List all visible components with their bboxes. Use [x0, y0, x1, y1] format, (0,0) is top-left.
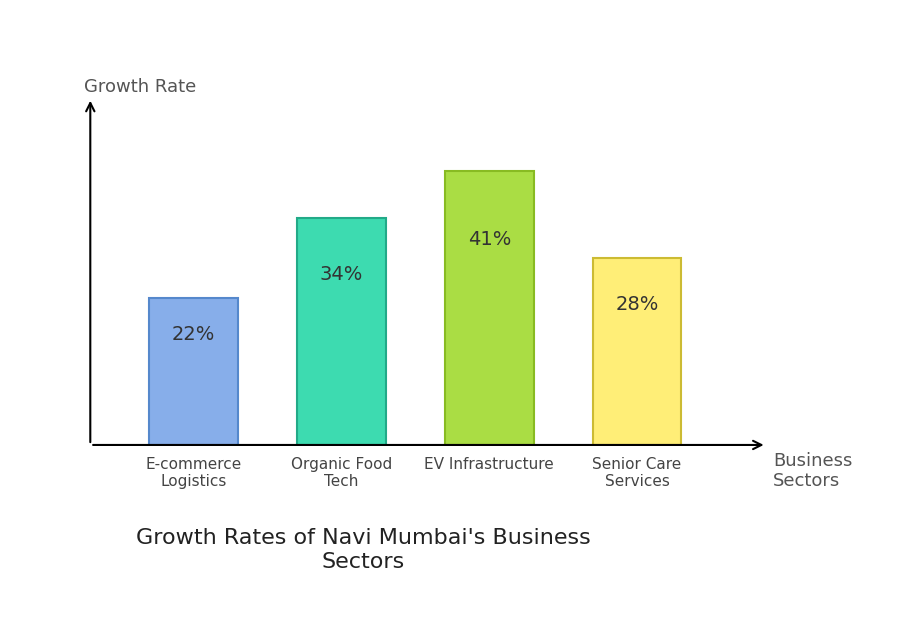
- Bar: [149, 298, 238, 445]
- Text: Organic Food
Tech: Organic Food Tech: [290, 457, 391, 489]
- Bar: [297, 218, 385, 445]
- Text: 22%: 22%: [172, 325, 216, 344]
- Text: E-commerce
Logistics: E-commerce Logistics: [145, 457, 242, 489]
- Bar: [445, 171, 533, 445]
- Text: Business
Sectors: Business Sectors: [772, 452, 851, 491]
- Text: Senior Care
Services: Senior Care Services: [592, 457, 681, 489]
- Text: EV Infrastructure: EV Infrastructure: [424, 457, 554, 472]
- Text: Growth Rate: Growth Rate: [84, 78, 196, 96]
- Text: 28%: 28%: [614, 295, 658, 315]
- Text: 41%: 41%: [467, 231, 511, 249]
- Text: 34%: 34%: [319, 265, 363, 284]
- Bar: [592, 258, 681, 445]
- Text: Growth Rates of Navi Mumbai's Business
Sectors: Growth Rates of Navi Mumbai's Business S…: [136, 528, 590, 572]
